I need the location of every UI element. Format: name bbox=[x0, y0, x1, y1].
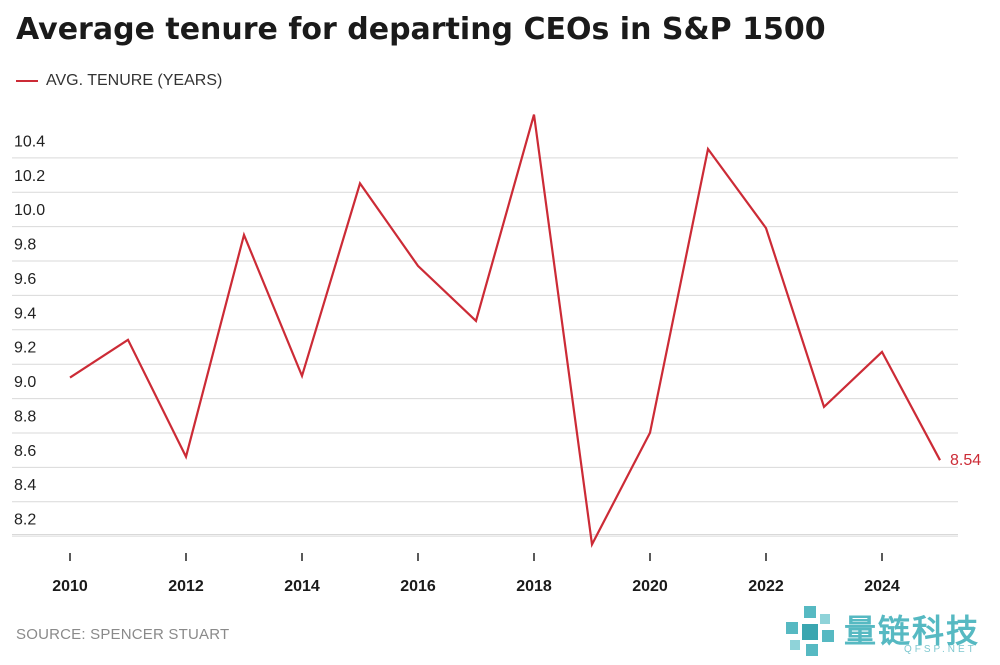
x-tick-label: 2022 bbox=[748, 578, 784, 595]
end-value-label: 8.54 bbox=[950, 452, 981, 469]
x-axis: 2010 2012 2014 2016 2018 2020 2022 2024 bbox=[52, 553, 900, 595]
chart-title: Average tenure for departing CEOs in S&P… bbox=[16, 12, 826, 47]
x-tick-label: 2012 bbox=[168, 578, 204, 595]
watermark-text: 量链科技 bbox=[844, 612, 981, 650]
y-tick-label: 9.6 bbox=[14, 271, 36, 288]
x-tick-label: 2014 bbox=[284, 578, 320, 595]
watermark-icon bbox=[786, 606, 834, 656]
x-tick-label: 2024 bbox=[864, 578, 900, 595]
y-tick-label: 8.6 bbox=[14, 443, 36, 460]
y-tick-label: 8.8 bbox=[14, 408, 36, 425]
y-tick-label: 8.4 bbox=[14, 477, 36, 494]
x-tick-label: 2020 bbox=[632, 578, 668, 595]
x-tick-label: 2010 bbox=[52, 578, 88, 595]
y-tick-label: 10.4 bbox=[14, 133, 45, 150]
legend-label: AVG. TENURE (YEARS) bbox=[46, 72, 223, 89]
gridlines bbox=[12, 157, 958, 537]
y-tick-label: 10.2 bbox=[14, 168, 45, 185]
source-note: SOURCE: SPENCER STUART bbox=[16, 626, 230, 643]
legend: AVG. TENURE (YEARS) bbox=[16, 70, 222, 92]
series-layer: 8.54 bbox=[69, 114, 981, 548]
legend-swatch bbox=[16, 80, 38, 82]
y-tick-label: 9.0 bbox=[14, 374, 36, 391]
y-tick-label: 10.0 bbox=[14, 202, 45, 219]
y-tick-labels: 8.2 8.4 8.6 8.8 9.0 9.2 9.4 9.6 9.8 10.0 10.2 10.4 bbox=[14, 133, 45, 528]
y-tick-label: 9.8 bbox=[14, 237, 36, 254]
y-tick-label: 8.2 bbox=[14, 512, 36, 529]
x-tick-label: 2016 bbox=[400, 578, 436, 595]
x-tick-label: 2018 bbox=[516, 578, 552, 595]
y-tick-label: 9.4 bbox=[14, 305, 36, 322]
watermark-subtext: QFSP.NET bbox=[904, 644, 977, 655]
watermark-logo: 量链科技 QFSP.NET bbox=[782, 604, 994, 660]
y-tick-label: 9.2 bbox=[14, 340, 36, 357]
series-line bbox=[69, 114, 941, 548]
